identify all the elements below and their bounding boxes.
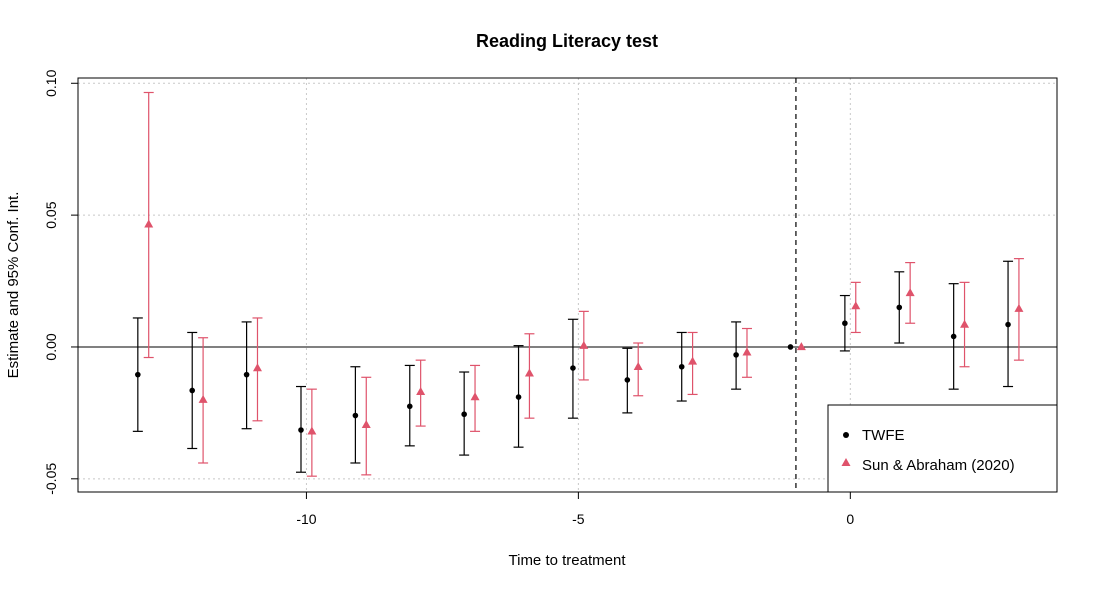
point-1-8: [579, 340, 589, 349]
point-0-14: [896, 304, 903, 311]
point-0-8: [570, 365, 576, 371]
point-0-7: [515, 394, 522, 400]
point-0-15: [950, 333, 957, 340]
point-1-2: [252, 363, 262, 372]
y-tick-label-3: -0.05: [43, 463, 59, 495]
legend-marker-sun-abraham: [841, 458, 851, 466]
point-1-16: [1014, 303, 1024, 312]
x-axis-label: Time to treatment: [509, 552, 627, 569]
legend: TWFE Sun & Abraham (2020): [827, 404, 1058, 493]
axes: -10 -5 0 0.10 0.05 0.00 -0.05: [43, 69, 854, 527]
point-1-11: [742, 347, 752, 356]
point-0-3: [298, 427, 304, 433]
point-0-2: [243, 371, 250, 378]
point-1-3: [307, 426, 317, 435]
x-tick-label-2: 0: [846, 511, 854, 527]
series-layer: [132, 91, 1024, 477]
legend-marker-twfe: [843, 432, 849, 438]
point-1-10: [688, 356, 698, 365]
legend-box: [827, 404, 1058, 493]
point-1-14: [905, 288, 915, 297]
point-0-9: [624, 377, 631, 383]
point-1-6: [470, 392, 480, 401]
point-1-5: [416, 386, 426, 395]
point-1-4: [361, 419, 371, 428]
point-0-0: [135, 371, 141, 378]
point-1-12: [796, 342, 806, 351]
point-0-5: [406, 403, 413, 410]
point-0-4: [352, 412, 359, 419]
series-0: [132, 260, 1014, 473]
x-tick-label-0: -10: [296, 511, 316, 527]
point-1-7: [524, 368, 534, 377]
point-0-11: [733, 352, 739, 358]
chart-title: Reading Literacy test: [476, 31, 658, 51]
y-tick-label-0: 0.10: [43, 69, 59, 96]
x-tick-label-1: -5: [572, 511, 585, 527]
point-1-15: [960, 319, 970, 328]
point-0-13: [842, 320, 848, 327]
point-1-1: [198, 394, 208, 403]
point-0-10: [678, 363, 685, 370]
point-0-1: [189, 387, 196, 394]
legend-label-sun-abraham: Sun & Abraham (2020): [862, 457, 1015, 474]
y-axis-label: Estimate and 95% Conf. Int.: [5, 192, 22, 379]
point-0-16: [1005, 321, 1011, 328]
point-0-12: [787, 344, 794, 350]
series-1: [143, 91, 1024, 477]
y-tick-label-2: 0.00: [43, 333, 59, 360]
legend-label-twfe: TWFE: [862, 427, 905, 444]
y-tick-label-1: 0.05: [43, 201, 59, 228]
point-1-13: [851, 301, 861, 310]
point-0-6: [461, 411, 467, 418]
plot-frame: [77, 77, 1058, 493]
point-1-9: [633, 361, 643, 370]
reference-lines: [78, 78, 1057, 492]
point-1-0: [144, 219, 154, 228]
